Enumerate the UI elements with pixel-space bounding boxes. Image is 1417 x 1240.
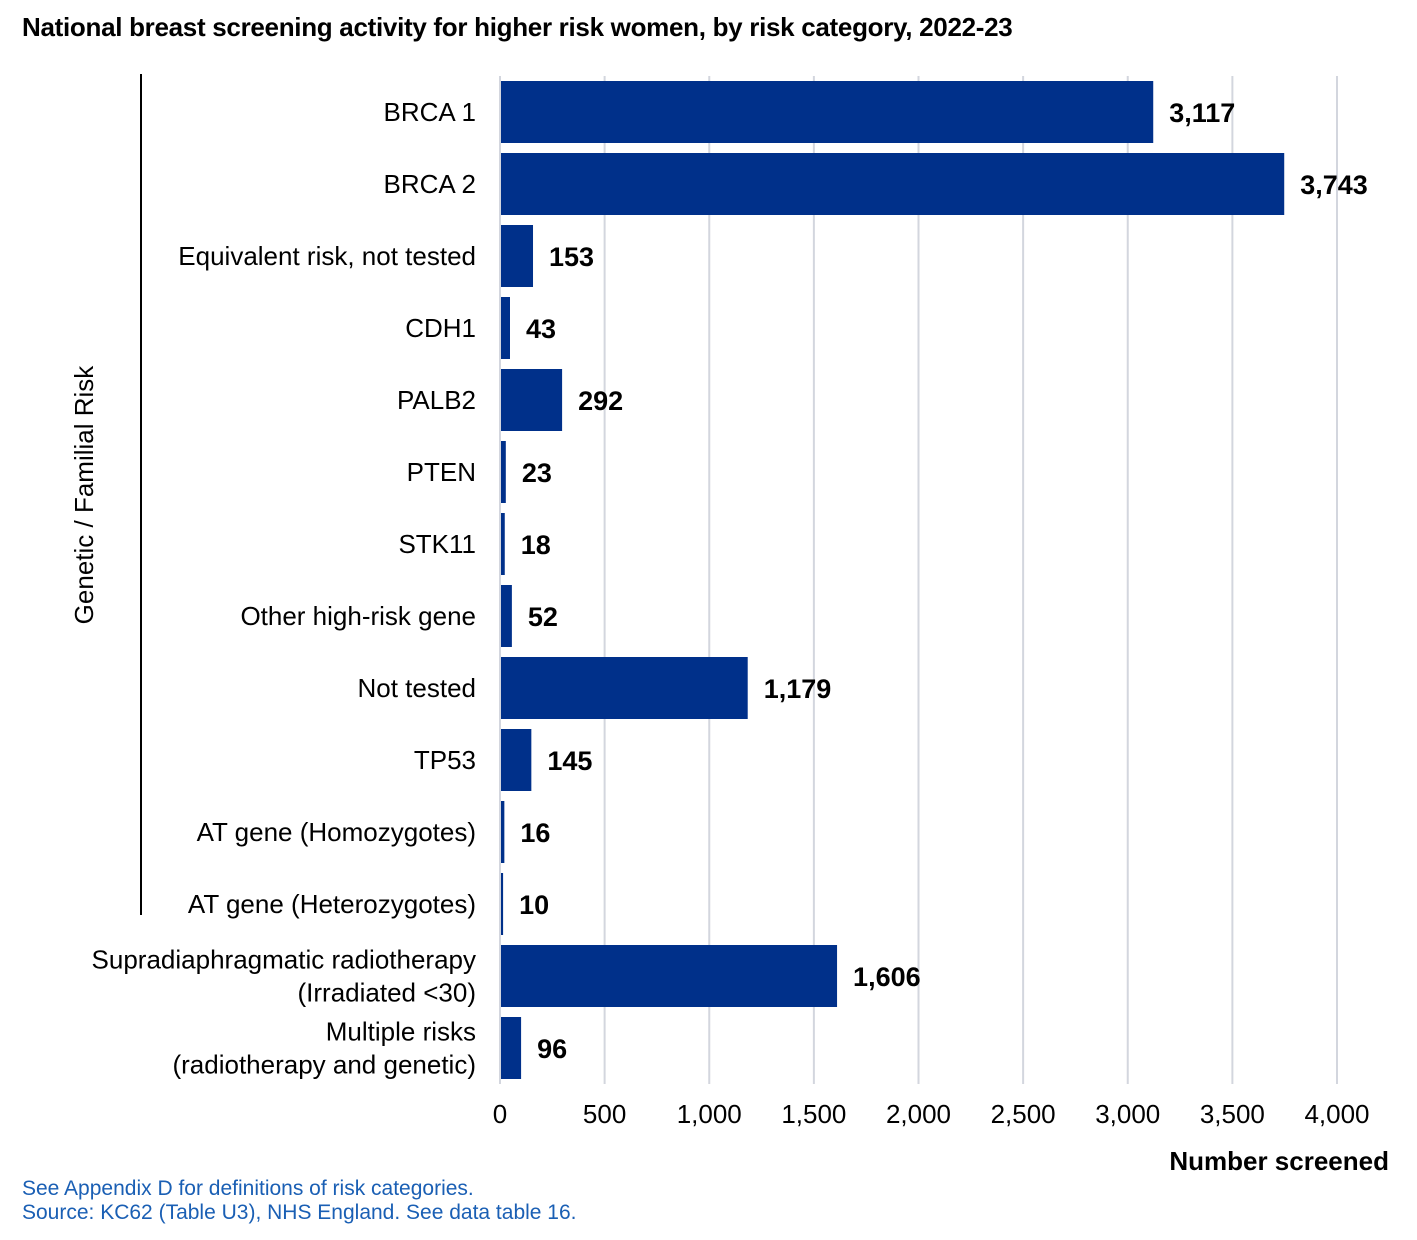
data-label: 153 xyxy=(549,242,594,272)
x-tick-label: 1,500 xyxy=(781,1099,846,1129)
x-tick-label: 2,000 xyxy=(886,1099,951,1129)
group-label: Genetic / Familial Risk xyxy=(69,365,99,625)
x-axis-title: Number screened xyxy=(1169,1146,1389,1176)
bar xyxy=(501,297,510,359)
x-tick-label: 500 xyxy=(583,1099,626,1129)
x-tick-label: 3,000 xyxy=(1095,1099,1160,1129)
bar xyxy=(501,153,1285,215)
data-label: 16 xyxy=(520,818,550,848)
bar xyxy=(501,81,1154,143)
category-label: Not tested xyxy=(357,673,476,703)
data-label: 292 xyxy=(578,386,623,416)
footnote-source: Source: KC62 (Table U3), NHS England. Se… xyxy=(22,1201,577,1224)
bar xyxy=(501,873,504,935)
data-label: 52 xyxy=(528,602,558,632)
chart-title: National breast screening activity for h… xyxy=(22,12,1013,42)
bar xyxy=(501,801,505,863)
category-label: PTEN xyxy=(407,457,476,487)
category-label: Multiple risks xyxy=(326,1017,476,1047)
data-label: 10 xyxy=(519,890,549,920)
x-tick-label: 0 xyxy=(493,1099,507,1129)
category-label: Equivalent risk, not tested xyxy=(178,241,476,271)
data-label: 18 xyxy=(521,530,551,560)
category-label: Other high-risk gene xyxy=(240,601,476,631)
bar xyxy=(501,1017,522,1079)
category-label: Supradiaphragmatic radiotherapy xyxy=(92,945,476,975)
x-tick-label: 1,000 xyxy=(677,1099,742,1129)
category-label: AT gene (Heterozygotes) xyxy=(188,889,476,919)
data-label: 43 xyxy=(526,314,556,344)
data-labels: 3,117 3,743 153 43 292 23 18 52 1,179 145 16 10 1,60… xyxy=(519,98,1368,1064)
bar xyxy=(501,945,838,1007)
bar xyxy=(501,585,512,647)
bar xyxy=(501,369,563,431)
data-label: 96 xyxy=(537,1034,567,1064)
bar xyxy=(501,657,748,719)
data-label: 3,117 xyxy=(1169,98,1235,128)
category-label: BRCA 1 xyxy=(384,97,477,127)
category-label: STK11 xyxy=(398,529,476,559)
x-tick-label: 3,500 xyxy=(1200,1099,1265,1129)
footnote-appendix: See Appendix D for definitions of risk c… xyxy=(22,1177,474,1200)
data-label: 1,606 xyxy=(853,962,921,992)
data-label: 1,179 xyxy=(764,674,832,704)
x-tick-labels: 0 500 1,000 1,500 2,000 2,500 3,000 3,500 4,000 xyxy=(493,1099,1370,1129)
bar xyxy=(501,513,505,575)
bar xyxy=(501,729,532,791)
data-label: 23 xyxy=(522,458,552,488)
bar xyxy=(501,225,534,287)
category-label: PALB2 xyxy=(397,385,476,415)
category-label: CDH1 xyxy=(405,313,476,343)
category-label: AT gene (Homozygotes) xyxy=(197,817,476,847)
category-label: TP53 xyxy=(414,745,476,775)
x-tick-label: 2,500 xyxy=(991,1099,1056,1129)
data-label: 145 xyxy=(547,746,592,776)
category-label: (Irradiated <30) xyxy=(298,978,476,1008)
bar xyxy=(501,441,506,503)
category-labels: BRCA 1 BRCA 2 Equivalent risk, not tested C… xyxy=(92,97,476,1080)
category-label: (radiotherapy and genetic) xyxy=(172,1050,476,1080)
data-label: 3,743 xyxy=(1300,170,1368,200)
x-tick-label: 4,000 xyxy=(1304,1099,1369,1129)
gridlines xyxy=(499,76,1338,1084)
bars xyxy=(501,81,1285,1079)
category-label: BRCA 2 xyxy=(384,169,477,199)
